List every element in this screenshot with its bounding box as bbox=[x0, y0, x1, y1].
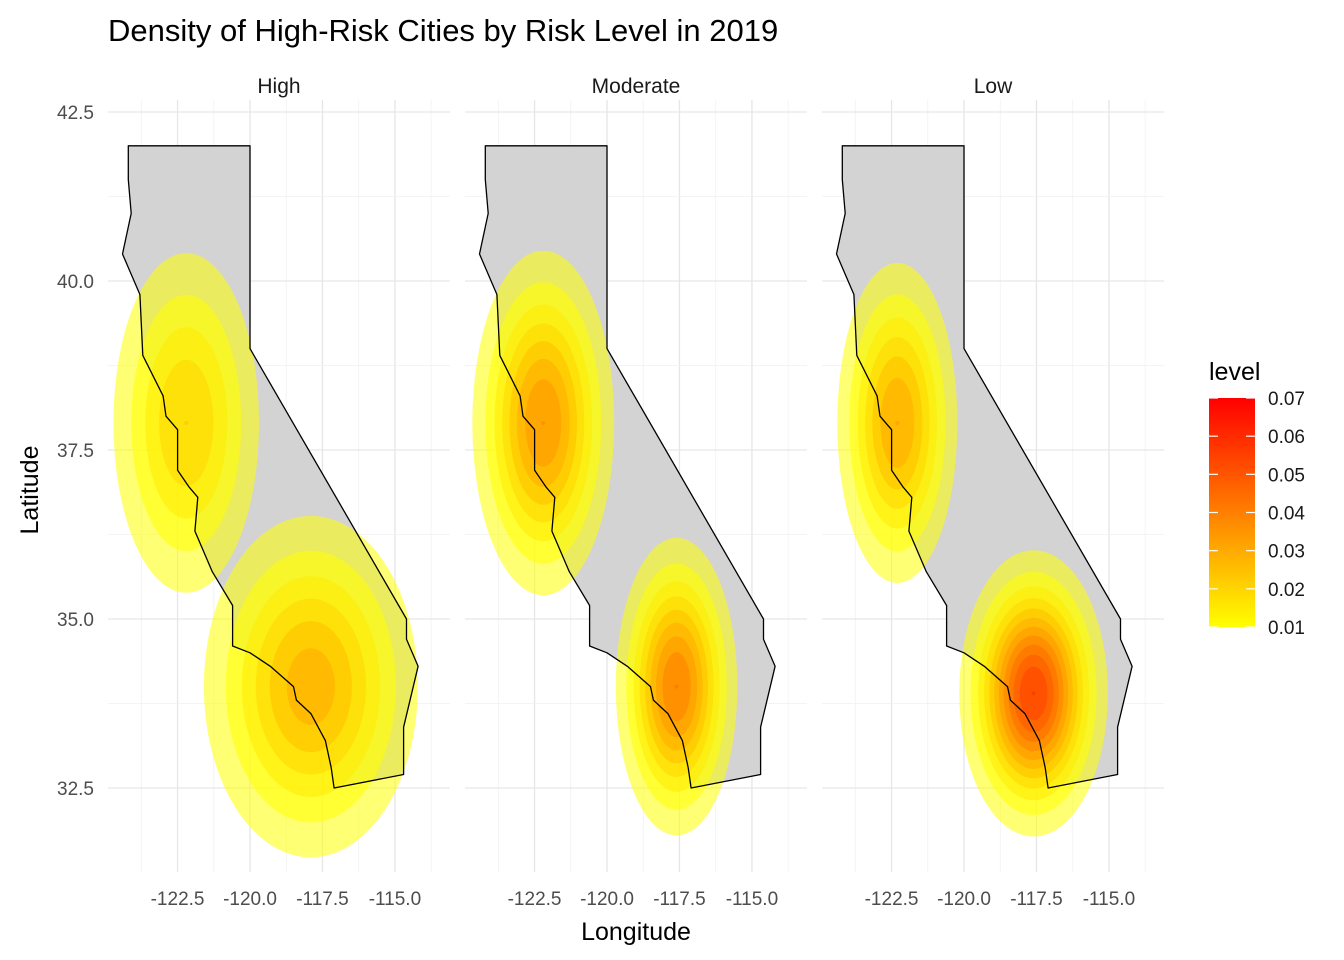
density-contours bbox=[837, 262, 1108, 837]
x-tick-label: -120.0 bbox=[937, 889, 991, 910]
density-contours bbox=[472, 250, 738, 836]
y-tick-label: 42.5 bbox=[57, 103, 94, 124]
facet-panel-moderate: Moderate -122.5 -120.0 -117.5 -115.0 bbox=[465, 75, 807, 910]
density-band bbox=[286, 648, 335, 725]
legend-label: 0.05 bbox=[1268, 465, 1305, 486]
y-tick-label: 32.5 bbox=[57, 779, 94, 800]
x-tick-label: -120.0 bbox=[580, 889, 634, 910]
facet-strip-label: Moderate bbox=[592, 75, 681, 98]
legend-label: 0.02 bbox=[1268, 580, 1305, 601]
density-band bbox=[1031, 691, 1036, 696]
facet-panel-high: High -122.5 -120.0 -117.5 -115.0 bbox=[108, 75, 450, 910]
y-tick-label: 40.0 bbox=[57, 272, 94, 293]
legend: level 0.07 0.06 0.05 0.04 0.03 0.02 0.01 bbox=[1209, 358, 1305, 639]
state-outline bbox=[478, 145, 776, 789]
x-tick-label: -120.0 bbox=[223, 889, 277, 910]
density-band bbox=[184, 420, 189, 425]
x-tick-label: -115.0 bbox=[1083, 889, 1135, 910]
legend-label: 0.07 bbox=[1268, 389, 1305, 410]
state-outline bbox=[121, 145, 419, 789]
x-axis-title: Longitude bbox=[581, 918, 691, 946]
x-tick-label: -117.5 bbox=[296, 889, 348, 910]
density-band bbox=[674, 684, 679, 689]
y-tick-label: 35.0 bbox=[57, 610, 94, 631]
facet-panel-low: Low -122.5 -120.0 -117.5 -115.0 bbox=[822, 75, 1164, 910]
x-tick-label: -117.5 bbox=[1010, 889, 1062, 910]
x-tick-label: -122.5 bbox=[151, 889, 205, 910]
legend-label: 0.03 bbox=[1268, 542, 1305, 563]
facet-strip-label: Low bbox=[974, 75, 1013, 98]
x-tick-label: -115.0 bbox=[369, 889, 421, 910]
y-axis-title: Latitude bbox=[16, 446, 44, 535]
y-tick-label: 37.5 bbox=[57, 441, 94, 462]
x-tick-label: -117.5 bbox=[653, 889, 705, 910]
x-tick-label: -122.5 bbox=[865, 889, 919, 910]
facet-panels: High -122.5 -120.0 -117.5 -115.0 Moderate -122… bbox=[108, 75, 1164, 910]
legend-label: 0.06 bbox=[1268, 427, 1305, 448]
x-tick-label: -115.0 bbox=[726, 889, 778, 910]
legend-title: level bbox=[1209, 358, 1260, 386]
legend-label: 0.04 bbox=[1268, 504, 1305, 525]
density-contours bbox=[113, 253, 418, 858]
legend-label: 0.01 bbox=[1268, 618, 1305, 639]
x-tick-label: -122.5 bbox=[508, 889, 562, 910]
facet-strip-label: High bbox=[257, 75, 300, 98]
state-outline bbox=[835, 145, 1133, 789]
y-axis: 32.5 35.0 37.5 40.0 42.5 bbox=[57, 103, 94, 800]
density-band bbox=[895, 420, 900, 425]
chart-title: Density of High-Risk Cities by Risk Leve… bbox=[108, 13, 778, 48]
density-band bbox=[541, 420, 546, 425]
